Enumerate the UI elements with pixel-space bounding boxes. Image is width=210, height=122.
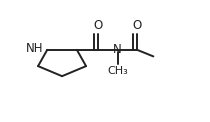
Text: O: O (133, 19, 142, 32)
Text: N: N (113, 43, 122, 56)
Text: CH₃: CH₃ (107, 66, 128, 76)
Text: NH: NH (26, 42, 43, 55)
Text: O: O (93, 19, 103, 32)
